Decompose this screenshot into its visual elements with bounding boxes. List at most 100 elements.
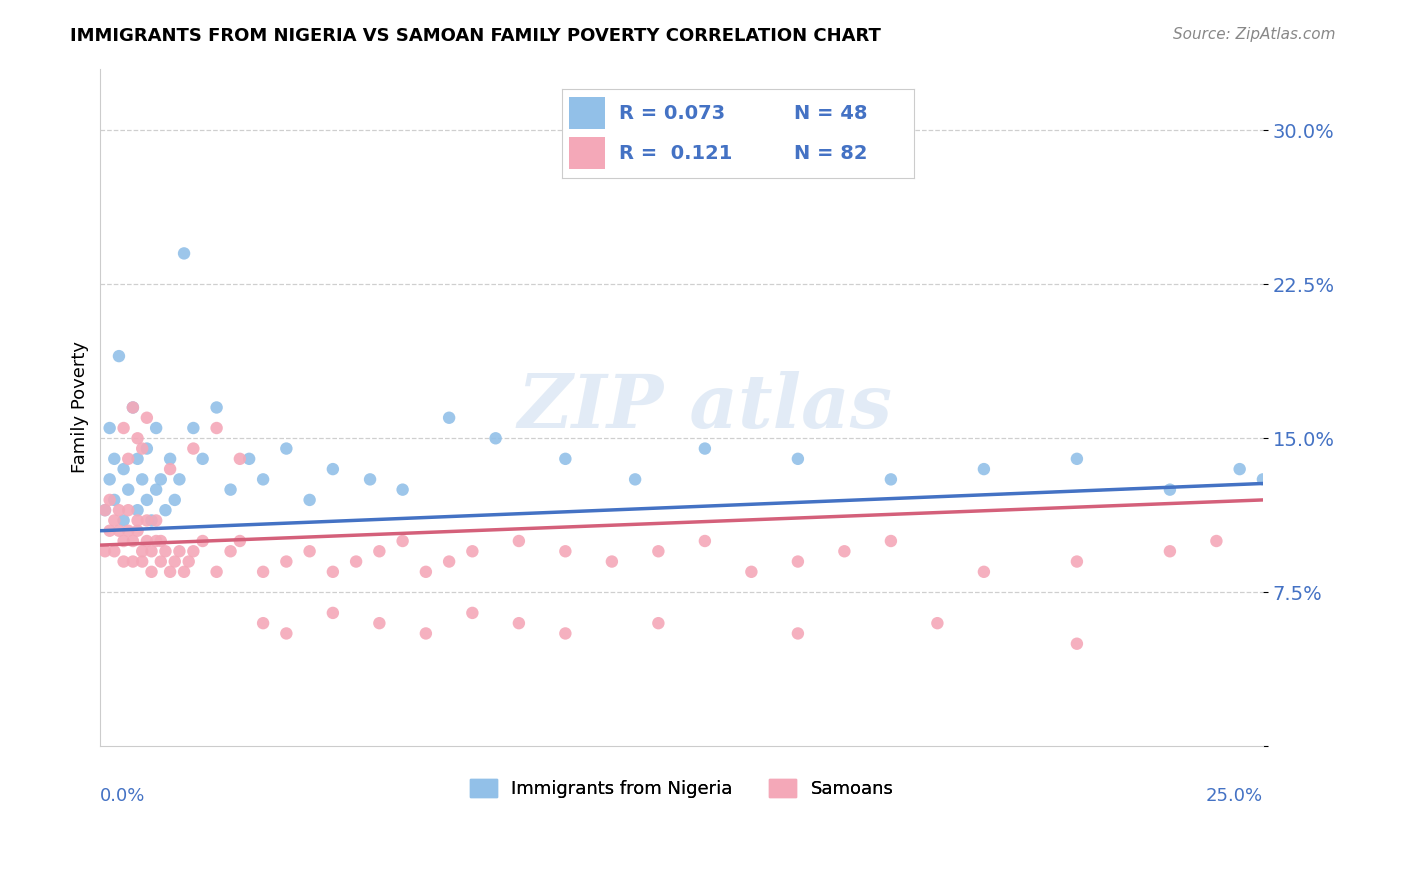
Point [169, 472, 191, 486]
Point [112, 462, 135, 476]
Point [112, 513, 135, 527]
Text: IMMIGRANTS FROM NIGERIA VS SAMOAN FAMILY POVERTY CORRELATION CHART: IMMIGRANTS FROM NIGERIA VS SAMOAN FAMILY… [70, 27, 882, 45]
Point [127, 503, 149, 517]
Point [554, 451, 576, 466]
Point [145, 534, 167, 549]
Point [298, 544, 321, 558]
Point [159, 565, 181, 579]
Point [391, 534, 413, 549]
Point [141, 513, 163, 527]
Point [127, 431, 149, 445]
Text: R = 0.073: R = 0.073 [619, 103, 724, 123]
Point [1251, 472, 1274, 486]
Point [103, 451, 125, 466]
Point [131, 544, 153, 558]
Point [973, 462, 995, 476]
Point [437, 555, 460, 569]
Point [191, 534, 214, 549]
Point [145, 513, 167, 527]
Point [391, 483, 413, 497]
Point [276, 626, 298, 640]
Point [98, 472, 121, 486]
Point [183, 421, 205, 435]
Point [131, 472, 153, 486]
Point [554, 626, 576, 640]
Point [112, 534, 135, 549]
Point [322, 462, 344, 476]
Point [368, 544, 391, 558]
Point [880, 472, 903, 486]
Point [135, 410, 157, 425]
Point [786, 451, 808, 466]
Point [229, 451, 252, 466]
Point [155, 503, 177, 517]
Point [437, 410, 460, 425]
Point [205, 421, 228, 435]
Point [508, 616, 530, 631]
Point [103, 492, 125, 507]
Point [276, 442, 298, 456]
Point [624, 472, 647, 486]
Point [1298, 472, 1320, 486]
Point [117, 503, 139, 517]
Point [122, 555, 145, 569]
Point [252, 472, 274, 486]
Point [122, 401, 145, 415]
Legend: Immigrants from Nigeria, Samoans: Immigrants from Nigeria, Samoans [463, 772, 901, 805]
Point [1159, 544, 1181, 558]
Point [108, 349, 131, 363]
Point [112, 421, 135, 435]
Point [117, 483, 139, 497]
Point [149, 472, 172, 486]
Point [149, 555, 172, 569]
Bar [569, 137, 605, 169]
Point [1066, 451, 1088, 466]
Point [108, 524, 131, 538]
Point [927, 616, 949, 631]
Point [740, 565, 762, 579]
Point [1066, 637, 1088, 651]
Point [145, 483, 167, 497]
Point [1229, 462, 1251, 476]
Point [163, 492, 186, 507]
Point [322, 606, 344, 620]
Point [205, 565, 228, 579]
Point [122, 401, 145, 415]
Point [834, 544, 856, 558]
Text: ZIP atlas: ZIP atlas [517, 371, 893, 443]
Point [238, 451, 260, 466]
Point [141, 544, 163, 558]
Point [149, 534, 172, 549]
Point [135, 534, 157, 549]
Point [786, 626, 808, 640]
Point [131, 555, 153, 569]
Text: R =  0.121: R = 0.121 [619, 144, 733, 163]
Point [103, 513, 125, 527]
Point [127, 513, 149, 527]
Point [112, 555, 135, 569]
Point [219, 544, 242, 558]
Point [205, 401, 228, 415]
Point [155, 544, 177, 558]
Y-axis label: Family Poverty: Family Poverty [72, 342, 89, 474]
Point [94, 503, 117, 517]
Point [131, 442, 153, 456]
Point [173, 246, 195, 260]
Point [108, 503, 131, 517]
Point [973, 565, 995, 579]
Point [159, 451, 181, 466]
Point [183, 442, 205, 456]
Point [880, 534, 903, 549]
Point [191, 451, 214, 466]
Point [229, 534, 252, 549]
Point [461, 544, 484, 558]
Point [145, 421, 167, 435]
Point [94, 544, 117, 558]
Point [103, 544, 125, 558]
Point [98, 524, 121, 538]
Point [127, 451, 149, 466]
Point [415, 565, 437, 579]
Point [135, 513, 157, 527]
Point [693, 442, 716, 456]
Point [647, 544, 669, 558]
